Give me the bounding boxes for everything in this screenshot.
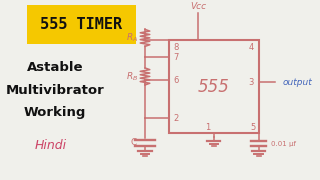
Text: 3: 3 [249,78,254,87]
Text: 2: 2 [174,114,179,123]
Bar [27,5,136,44]
Text: 6: 6 [174,76,179,85]
Text: output: output [283,78,312,87]
Text: $R_B$: $R_B$ [126,70,139,83]
Text: 555 TIMER: 555 TIMER [40,17,122,32]
Text: $R_A$: $R_A$ [126,32,139,44]
Text: C: C [131,138,137,147]
Bar [169,40,259,133]
Text: 555: 555 [198,78,230,96]
Text: Multivibrator: Multivibrator [6,84,105,97]
Text: Astable: Astable [27,61,84,74]
Text: Vcc: Vcc [190,3,206,12]
Text: 1: 1 [205,123,211,132]
Text: 0.01 μf: 0.01 μf [271,141,296,147]
Text: 7: 7 [174,53,179,62]
Text: 4: 4 [249,43,254,52]
Text: 5: 5 [250,123,255,132]
Text: Hindi: Hindi [35,140,67,152]
Text: 8: 8 [174,43,179,52]
Text: Working: Working [24,106,86,119]
